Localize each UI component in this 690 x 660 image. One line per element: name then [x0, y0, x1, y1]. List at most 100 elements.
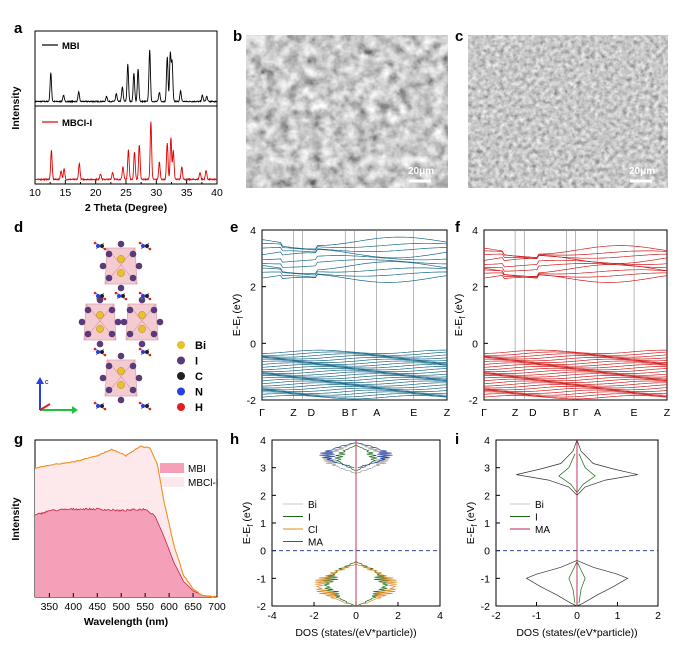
valence-band	[484, 367, 668, 373]
valence-band	[483, 353, 668, 358]
conduction-band	[483, 259, 668, 268]
dos-curve-bi-vb	[568, 561, 578, 604]
legend-swatch-mbi	[160, 463, 184, 473]
x-tick-label: 450	[88, 601, 106, 613]
conduction-band	[483, 269, 668, 278]
iodine-atom	[117, 396, 125, 404]
dos-curve-i	[558, 453, 578, 493]
panel-label-i: i	[455, 431, 459, 448]
y-tick-label: 2	[260, 490, 266, 502]
k-point-label: Z	[664, 407, 671, 419]
conduction-band	[261, 249, 448, 259]
iodine-atom	[114, 318, 122, 326]
valence-band	[483, 391, 667, 396]
k-point-label: Z	[512, 407, 519, 419]
valence-band	[484, 375, 667, 380]
conduction-band	[261, 242, 448, 251]
iodine-atom	[126, 306, 134, 314]
dos-curve-i	[322, 561, 356, 607]
nitrogen-atom	[141, 294, 145, 298]
dos-curve-bi-vb	[576, 561, 586, 604]
conduction-band	[483, 254, 668, 264]
y-tick-label: -2	[247, 395, 256, 407]
nitrogen-atom	[96, 404, 100, 408]
panel-label-g: g	[14, 431, 23, 448]
dos-curve-i	[576, 453, 596, 493]
legend-c: C	[195, 371, 203, 383]
hydrogen-atom	[148, 353, 152, 357]
nitrogen-atom	[96, 350, 100, 354]
dos-curve-cl	[356, 564, 398, 607]
axis-a-arrow	[39, 403, 51, 411]
hydrogen-atom	[103, 407, 107, 411]
y-axis-label: E-Ef (eV)	[241, 502, 255, 545]
y-tick-label: 0	[484, 546, 490, 558]
x-tick-label: 30	[150, 187, 162, 199]
legend-marker-i	[177, 356, 185, 365]
valence-band	[262, 382, 447, 387]
iodine-atom	[84, 330, 92, 338]
legend-i: I	[535, 513, 538, 524]
bismuth-atom	[117, 255, 125, 263]
panel-b-sem-image: 20μm	[246, 35, 448, 188]
valence-band	[483, 378, 668, 383]
valence-band	[262, 367, 448, 373]
x-tick-label: 650	[184, 601, 202, 613]
y-axis-label: E-Ef (eV)	[453, 294, 467, 337]
y-tick-label: -1	[257, 573, 266, 585]
valence-band	[261, 364, 448, 369]
k-point-label: E	[631, 407, 638, 419]
series-mbcli-line	[34, 121, 218, 182]
iodine-atom	[105, 274, 113, 282]
valence-band	[261, 357, 448, 362]
k-point-label: Z	[444, 407, 451, 419]
legend-bi: Bi	[195, 340, 206, 352]
nitrogen-atom	[96, 244, 100, 248]
valence-band	[261, 355, 448, 360]
valence-band	[483, 386, 668, 391]
valence-band	[483, 364, 668, 369]
iodine-atom	[117, 284, 125, 292]
bismuth-atom	[117, 381, 125, 389]
plot-frame	[34, 30, 218, 185]
k-point-label: E	[410, 407, 417, 419]
x-tick-label: 40	[211, 187, 223, 199]
iodine-atom	[138, 340, 146, 348]
valence-band	[484, 358, 667, 363]
bismuth-atom	[96, 311, 104, 319]
carbon-atom	[100, 244, 104, 248]
valence-band	[483, 389, 668, 394]
bismuth-atom	[117, 269, 125, 277]
panel-label-f: f	[455, 219, 461, 236]
hydrogen-atom	[138, 401, 142, 405]
conduction-band	[261, 274, 448, 283]
y-tick-label: 0	[472, 338, 478, 350]
dos-curve-bi	[516, 439, 578, 496]
legend-i: I	[195, 356, 198, 368]
x-tick-label: -2	[491, 610, 500, 622]
k-point-label: Γ	[573, 407, 579, 419]
y-tick-label: 1	[260, 518, 266, 530]
panel-label-a: a	[14, 20, 23, 37]
dos-curve-i-vb	[576, 560, 629, 607]
bismuth-atom	[138, 325, 146, 333]
x-tick-label: 2	[395, 610, 401, 622]
k-point-label: Γ	[352, 407, 358, 419]
iodine-atom	[135, 262, 143, 270]
x-tick-label: 20	[90, 187, 102, 199]
dos-curve-bi	[576, 439, 638, 496]
iodine-atom	[96, 340, 104, 348]
k-point-label: D	[308, 407, 316, 419]
valence-band	[484, 382, 667, 387]
hydrogen-atom	[93, 347, 97, 351]
y-tick-label: 2	[484, 490, 490, 502]
conduction-band	[261, 261, 448, 274]
series-mbi-line	[34, 507, 218, 598]
carbon-atom	[100, 350, 104, 354]
x-tick-label: 350	[41, 601, 59, 613]
iodine-atom	[108, 306, 116, 314]
k-point-label: B	[563, 407, 570, 419]
hydrogen-atom	[103, 353, 107, 357]
conduction-band	[261, 267, 448, 276]
